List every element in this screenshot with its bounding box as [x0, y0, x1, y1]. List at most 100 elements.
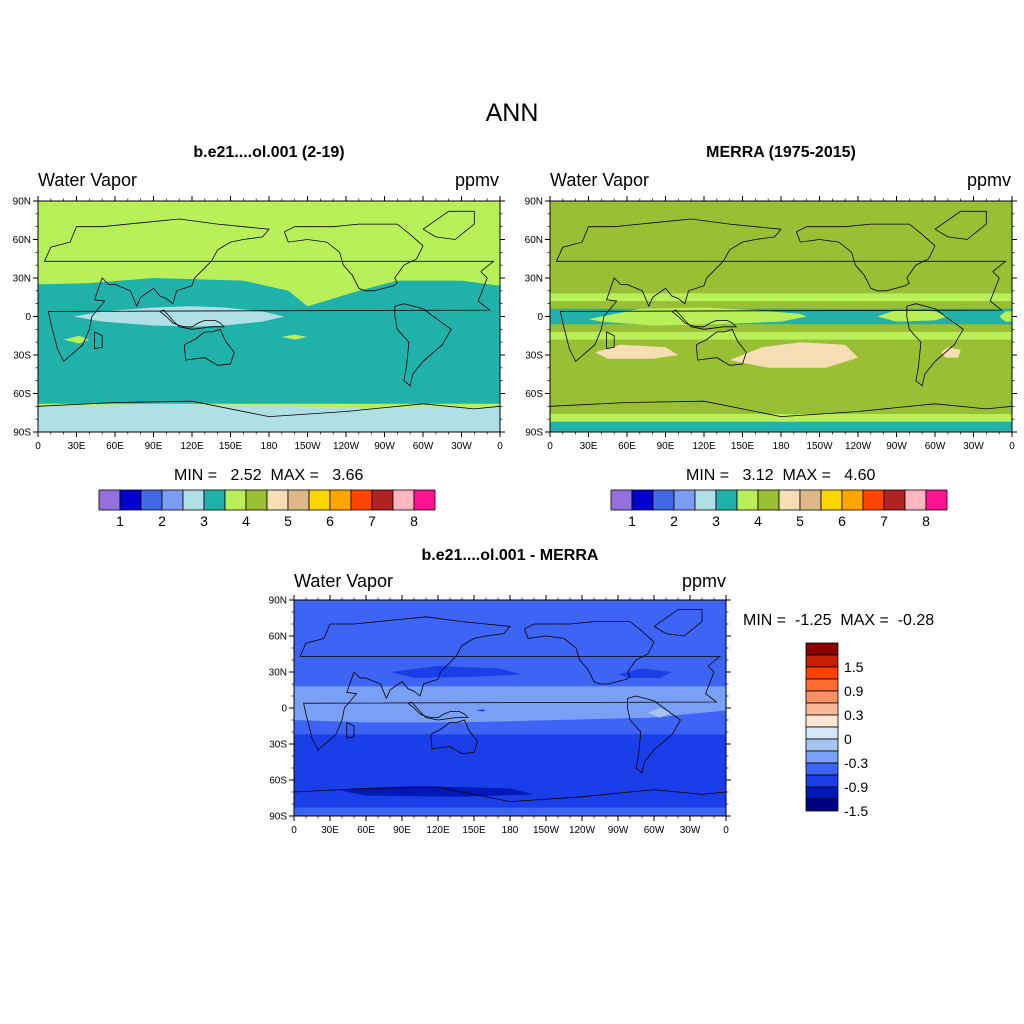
- lon-tick-label: 150W: [806, 441, 833, 452]
- colorbar-label: 1.5: [844, 659, 864, 675]
- coastline: [671, 309, 738, 330]
- lat-tick-label: 60N: [269, 632, 287, 643]
- panel-left-label-obs: Water Vapor: [550, 170, 650, 190]
- lon-tick-label: 0: [547, 441, 553, 452]
- lat-tick-label: 90S: [13, 428, 31, 439]
- contour-region: [63, 335, 90, 344]
- colorbar-label: 8: [922, 513, 930, 529]
- contour-region: [941, 347, 961, 358]
- colorbar-label: 2: [670, 513, 678, 529]
- colorbar-label: 0.9: [844, 683, 864, 699]
- colorbar-swatch: [371, 489, 394, 511]
- lat-tick-label: 90N: [525, 197, 543, 208]
- lon-tick-label: 60E: [618, 441, 636, 452]
- colorbar-label: 7: [368, 513, 376, 529]
- colorbar-label: 1: [628, 513, 636, 529]
- colorbar-swatch: [694, 489, 717, 511]
- lat-tick-label: 0: [281, 704, 287, 715]
- minmax-obs: MIN = 3.12 MAX = 4.60: [686, 467, 876, 484]
- lon-tick-label: 120E: [692, 441, 716, 452]
- colorbar-swatch: [805, 678, 839, 692]
- lon-tick-label: 150E: [462, 825, 486, 836]
- panel-title-diff: b.e21....ol.001 - MERRA: [421, 547, 599, 564]
- colorbar-swatch: [119, 489, 142, 511]
- colorbar-label: 3: [712, 513, 720, 529]
- colorbar-swatch: [182, 489, 205, 511]
- contour-region: [281, 334, 308, 340]
- colorbar-swatch: [673, 489, 696, 511]
- lat-tick-label: 90N: [13, 197, 31, 208]
- colorbar-label: 3: [200, 513, 208, 529]
- lon-tick-label: 90W: [886, 441, 907, 452]
- lon-tick-label: 180: [261, 441, 278, 452]
- panel-right-label-obs: ppmv: [967, 170, 1012, 190]
- lon-tick-label: 90W: [608, 825, 629, 836]
- lon-tick-label: 150E: [219, 441, 243, 452]
- colorbar-swatch: [778, 489, 801, 511]
- colorbar-swatch: [392, 489, 415, 511]
- colorbar-swatch: [925, 489, 948, 511]
- colorbar-swatch: [805, 762, 839, 776]
- colorbar-swatch: [805, 786, 839, 800]
- contour-region: [38, 201, 500, 307]
- lon-tick-label: 30E: [580, 441, 598, 452]
- lon-tick-label: 90E: [393, 825, 411, 836]
- colorbar-swatch: [224, 489, 247, 511]
- contour-region: [390, 666, 522, 678]
- lon-tick-label: 150E: [731, 441, 755, 452]
- colorbar-swatch: [140, 489, 163, 511]
- coastline: [796, 223, 936, 292]
- lon-tick-label: 120W: [333, 441, 360, 452]
- colorbar-label: 7: [880, 513, 888, 529]
- lat-tick-label: 0: [25, 312, 31, 323]
- coastline: [299, 616, 722, 751]
- colorbar-label: 1: [116, 513, 124, 529]
- colorbar-label: 0: [844, 731, 852, 747]
- lat-tick-label: 90S: [269, 812, 287, 823]
- colorbar-swatch: [805, 714, 839, 728]
- colorbar-swatch: [805, 666, 839, 680]
- panel-title-obs: MERRA (1975-2015): [706, 144, 856, 161]
- colorbar-swatch: [757, 489, 780, 511]
- colorbar-swatch: [805, 738, 839, 752]
- lat-tick-label: 30S: [525, 351, 543, 362]
- map-model: 90N 60N 30N 0 30S 60S 90S 0 30E 60E 90E 120E 150E 180…: [13, 196, 505, 452]
- coastline: [695, 328, 747, 366]
- lon-tick-label: 90E: [657, 441, 675, 452]
- lon-tick-label: 0: [1009, 441, 1015, 452]
- coastline: [422, 210, 475, 240]
- contour-region: [594, 344, 679, 359]
- colorbar-swatch: [805, 726, 839, 740]
- coastline: [394, 303, 452, 387]
- contour-region: [877, 310, 948, 322]
- colorbar-swatch: [308, 489, 331, 511]
- lat-tick-label: 90S: [525, 428, 543, 439]
- lat-tick-label: 60N: [525, 235, 543, 246]
- lon-tick-label: 120W: [569, 825, 596, 836]
- colorbar-label: -0.3: [844, 755, 868, 771]
- contour-region: [294, 686, 726, 723]
- lon-tick-label: 30W: [680, 825, 701, 836]
- contour-region: [294, 807, 726, 816]
- colorbar-label: 4: [242, 513, 250, 529]
- colorbar-swatch: [805, 774, 839, 788]
- panel-right-label-model: ppmv: [455, 170, 500, 190]
- lat-tick-label: 30N: [13, 274, 31, 285]
- lon-tick-label: 0: [723, 825, 729, 836]
- colorbar-swatch: [820, 489, 843, 511]
- panel-title-model: b.e21....ol.001 (2-19): [193, 144, 345, 161]
- colorbar-swatch: [805, 702, 839, 716]
- coastline: [906, 303, 964, 387]
- colorbar-swatch: [287, 489, 310, 511]
- minmax-diff: MIN = -1.25 MAX = -0.28: [743, 612, 935, 629]
- contour-region: [550, 421, 1012, 432]
- colorbar-model: 1 2 3 4 5 6 7 8: [98, 489, 436, 529]
- colorbar-swatch: [805, 798, 839, 812]
- contour-region: [729, 342, 858, 368]
- colorbar-label: 4: [754, 513, 762, 529]
- lon-tick-label: 120E: [426, 825, 450, 836]
- contour-region: [588, 307, 807, 326]
- coastline: [653, 609, 703, 637]
- colorbar-swatch: [245, 489, 268, 511]
- colorbar-label: 6: [838, 513, 846, 529]
